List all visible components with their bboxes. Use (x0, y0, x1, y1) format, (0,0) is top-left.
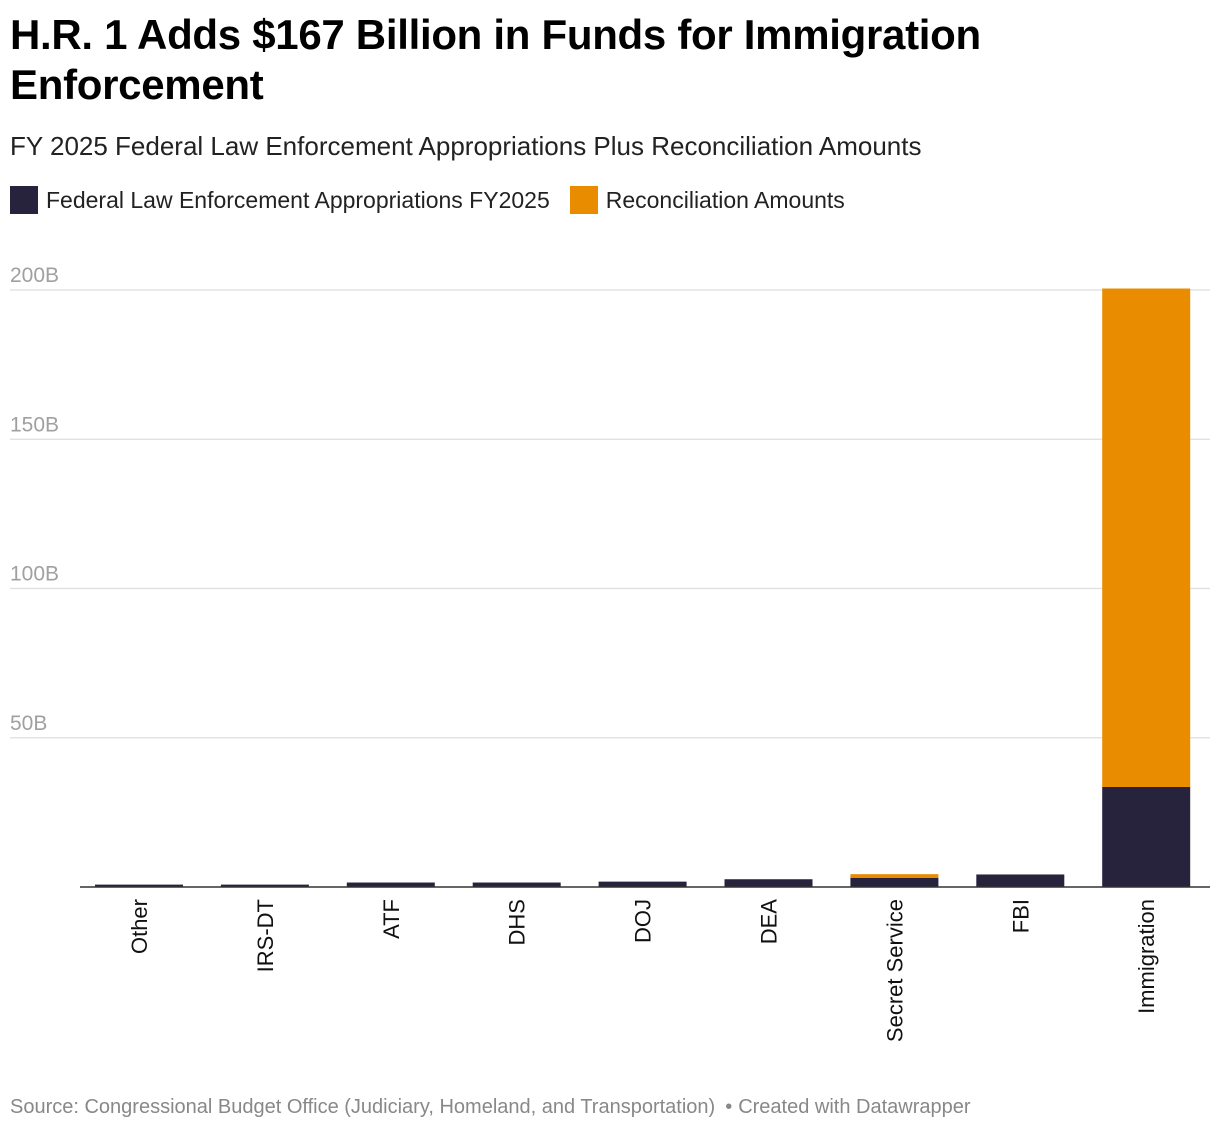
x-tick-label-immigration: Immigration (1134, 899, 1159, 1014)
y-axis-tick-labels: 50B 100B 150B 200B (10, 264, 59, 735)
y-tick-label: 100B (10, 563, 59, 586)
legend-item-appropriations: Federal Law Enforcement Appropriations F… (10, 186, 550, 214)
x-axis-tick-labels: Other IRS-DT ATF DHS DOJ DEA Secret Service FBI… (127, 899, 1159, 1042)
y-tick-label: 200B (10, 264, 59, 287)
x-tick-label-secret-service: Secret Service (882, 899, 907, 1042)
legend-item-reconciliation: Reconciliation Amounts (569, 186, 845, 214)
source-note: Source: Congressional Budget Office (Jud… (10, 1096, 716, 1118)
bars (95, 288, 1191, 887)
bar-secret-service-reconciliation (850, 874, 939, 878)
bar-dhs-appropriations (472, 882, 561, 887)
bar-immigration-appropriations (1102, 787, 1191, 887)
x-tick-label-doj: DOJ (631, 899, 656, 943)
bar-dea-appropriations (724, 879, 813, 887)
y-tick-label: 150B (10, 413, 59, 436)
grid-lines (10, 289, 1210, 739)
bar-atf-appropriations (346, 882, 435, 887)
bar-secret-service-appropriations (850, 877, 939, 887)
legend-label-reconciliation: Reconciliation Amounts (605, 186, 845, 213)
chart-legend: Federal Law Enforcement Appropriations F… (10, 186, 865, 214)
chart-footer: Source: Congressional Budget Office (Jud… (10, 1096, 971, 1119)
credit-note: Created with Datawrapper (738, 1096, 971, 1118)
y-tick-label: 50B (10, 712, 47, 735)
legend-swatch-appropriations (10, 186, 38, 214)
bar-irs-dt-appropriations (220, 884, 309, 887)
legend-swatch-reconciliation (569, 186, 598, 214)
x-tick-label-other: Other (127, 899, 152, 954)
chart-subtitle: FY 2025 Federal Law Enforcement Appropri… (10, 131, 922, 161)
x-tick-label-irs-dt: IRS-DT (253, 899, 278, 972)
stacked-bar-chart: 50B 100B 150B 200B Other IRS-DT ATF DHS DOJ DEA S… (10, 264, 1210, 1042)
bar-immigration-reconciliation (1102, 288, 1191, 788)
x-tick-label-atf: ATF (379, 899, 404, 939)
bar-doj-appropriations (598, 881, 687, 887)
x-tick-label-dea: DEA (757, 899, 782, 945)
footer-separator: • (725, 1096, 733, 1118)
x-tick-label-dhs: DHS (505, 899, 530, 945)
bar-fbi-appropriations (976, 874, 1065, 887)
x-tick-label-fbi: FBI (1008, 899, 1033, 933)
chart-title: H.R. 1 Adds $167 Billion in Funds for Im… (10, 11, 981, 108)
bar-other-appropriations (95, 884, 183, 887)
legend-label-appropriations: Federal Law Enforcement Appropriations F… (46, 186, 550, 213)
